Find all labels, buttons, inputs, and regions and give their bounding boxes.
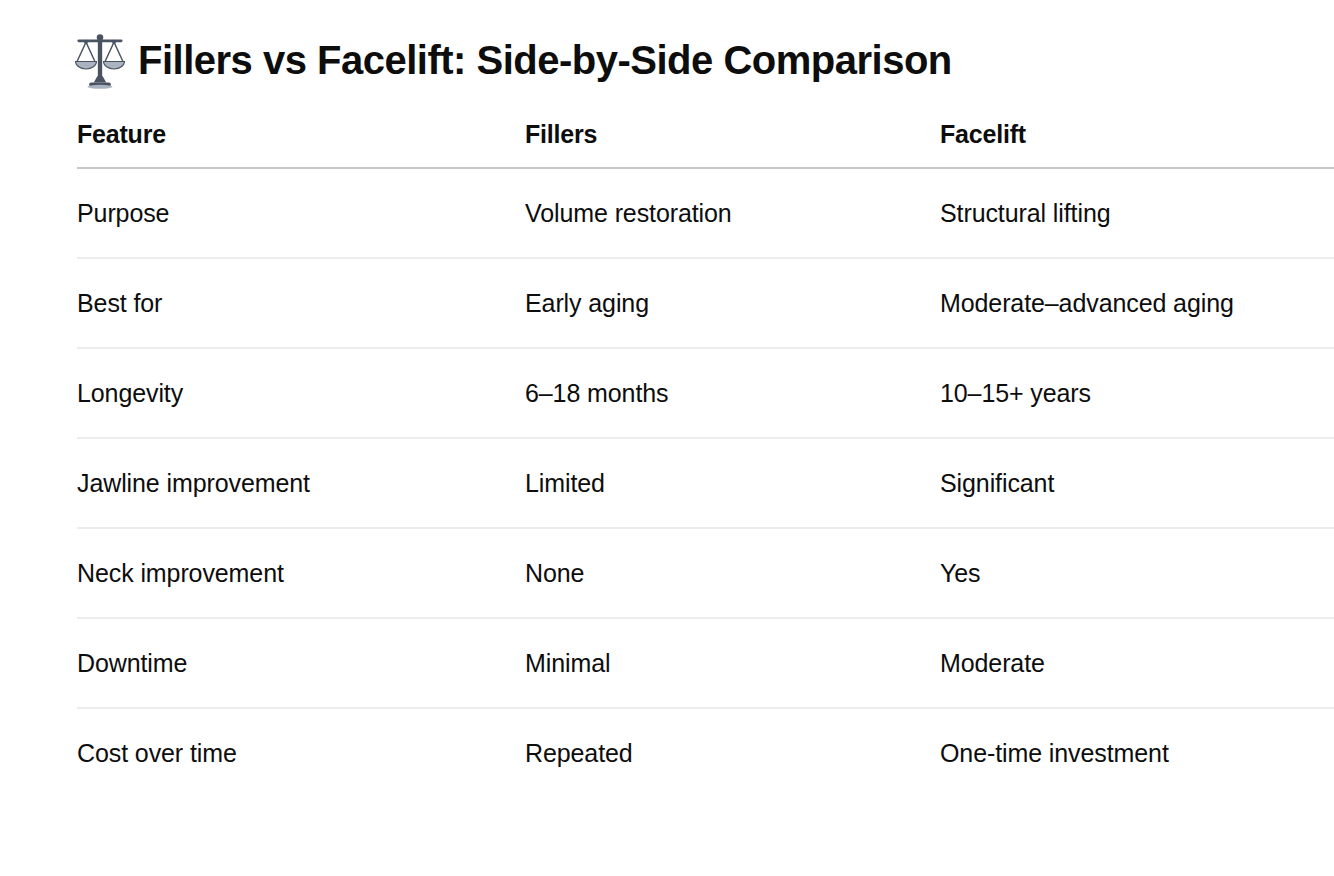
cell-feature: Longevity — [77, 348, 525, 438]
cell-feature: Best for — [77, 258, 525, 348]
table-row: Longevity 6–18 months 10–15+ years — [77, 348, 1334, 438]
table-header-row: Feature Fillers Facelift — [77, 120, 1334, 168]
cell-fillers: Volume restoration — [525, 168, 940, 258]
table-row: Purpose Volume restoration Structural li… — [77, 168, 1334, 258]
column-header-feature: Feature — [77, 120, 525, 168]
cell-fillers: 6–18 months — [525, 348, 940, 438]
column-header-facelift: Facelift — [940, 120, 1334, 168]
cell-facelift: Moderate — [940, 618, 1334, 708]
cell-facelift: 10–15+ years — [940, 348, 1334, 438]
table-row: Jawline improvement Limited Significant — [77, 438, 1334, 528]
cell-facelift: Yes — [940, 528, 1334, 618]
cell-fillers: None — [525, 528, 940, 618]
column-header-fillers: Fillers — [525, 120, 940, 168]
table-row: Cost over time Repeated One-time investm… — [77, 708, 1334, 797]
cell-feature: Neck improvement — [77, 528, 525, 618]
cell-feature: Jawline improvement — [77, 438, 525, 528]
cell-fillers: Repeated — [525, 708, 940, 797]
page-title: Fillers vs Facelift: Side-by-Side Compar… — [72, 30, 1334, 90]
table-row: Neck improvement None Yes — [77, 528, 1334, 618]
cell-facelift: Structural lifting — [940, 168, 1334, 258]
comparison-table: Feature Fillers Facelift Purpose Volume … — [77, 120, 1334, 797]
cell-facelift: One-time investment — [940, 708, 1334, 797]
cell-feature: Purpose — [77, 168, 525, 258]
cell-feature: Downtime — [77, 618, 525, 708]
page-title-text: Fillers vs Facelift: Side-by-Side Compar… — [138, 36, 952, 84]
cell-fillers: Minimal — [525, 618, 940, 708]
cell-facelift: Moderate–advanced aging — [940, 258, 1334, 348]
cell-facelift: Significant — [940, 438, 1334, 528]
cell-feature: Cost over time — [77, 708, 525, 797]
page: Fillers vs Facelift: Side-by-Side Compar… — [0, 0, 1334, 797]
balance-scale-icon — [72, 30, 128, 90]
cell-fillers: Early aging — [525, 258, 940, 348]
cell-fillers: Limited — [525, 438, 940, 528]
table-row: Downtime Minimal Moderate — [77, 618, 1334, 708]
table-row: Best for Early aging Moderate–advanced a… — [77, 258, 1334, 348]
